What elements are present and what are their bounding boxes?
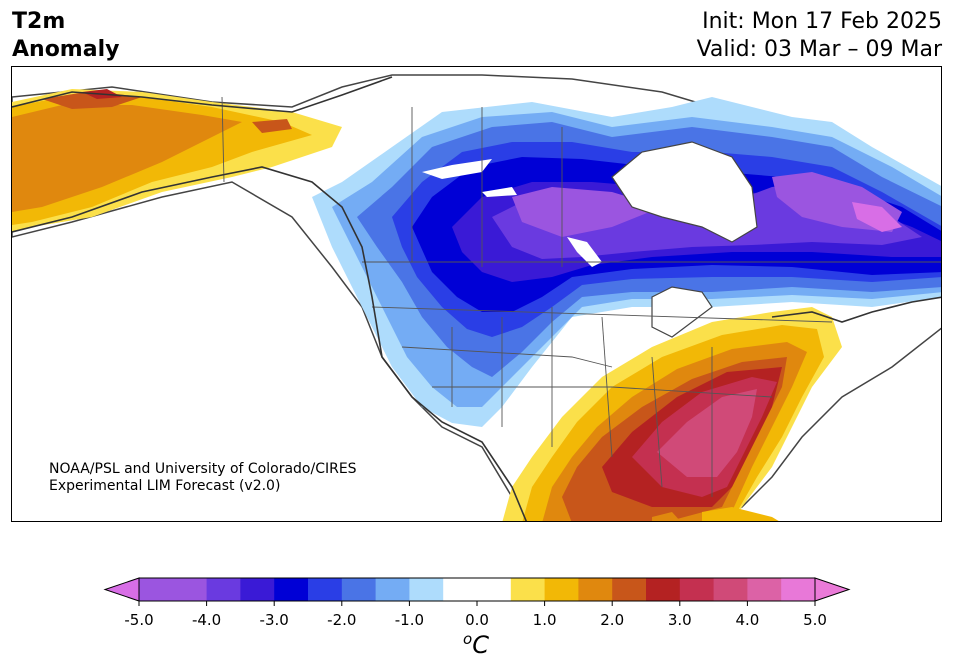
valid-dates: Valid: 03 Mar – 09 Mar — [696, 37, 942, 62]
colorbar-tick-label-5: 0.0 — [465, 611, 489, 629]
colorbar-tick-label-1: -4.0 — [192, 611, 221, 629]
coastlines — [12, 76, 941, 521]
colorbar-tick-label-0: -5.0 — [124, 611, 153, 629]
colorbar-bin-6 — [341, 578, 377, 601]
unit-superscript: o — [463, 630, 473, 648]
anomaly-map — [11, 66, 942, 522]
colorbar-bin-13 — [612, 578, 647, 601]
colorbar-bin-18 — [781, 578, 816, 601]
colorbar-tick-label-4: -1.0 — [395, 611, 424, 629]
forecast-dates: Init: Mon 17 Feb 2025 Valid: 03 Mar – 09… — [697, 8, 942, 64]
unit-base: C — [472, 631, 489, 659]
colorbar-bin-9 — [443, 578, 512, 601]
credit-line-1: NOAA/PSL and University of Colorado/CIRE… — [49, 461, 357, 477]
colorbar-bin-4 — [274, 578, 309, 601]
water-bodies — [422, 141, 758, 338]
colorbar-tick-label-9: 4.0 — [735, 611, 759, 629]
state-province-borders — [221, 96, 941, 497]
colorbar-bin-16 — [713, 578, 748, 601]
colorbar-bin-0 — [139, 578, 174, 601]
colorbar-bin-15 — [679, 578, 715, 601]
colorbar-bin-7 — [375, 578, 410, 601]
colorbar-bin-3 — [240, 578, 275, 601]
colorbar-tick-label-8: 3.0 — [668, 611, 692, 629]
colorbar-bin-2 — [206, 578, 241, 601]
canada-cold-region — [312, 97, 941, 427]
colorbar-tick-label-6: 1.0 — [533, 611, 557, 629]
colorbar-bin-10 — [510, 578, 546, 601]
colorbar-unit: oC — [463, 630, 489, 659]
title-anomaly: Anomaly — [12, 37, 120, 62]
credit-text: NOAA/PSL and University of Colorado/CIRE… — [49, 461, 357, 495]
colorbar-min-extend — [103, 577, 140, 602]
colorbar-bin-14 — [646, 578, 681, 601]
southeast-warm-region — [502, 307, 842, 521]
colorbar-bin-5 — [308, 578, 343, 601]
map-title: T2m Anomaly — [12, 8, 119, 64]
colorbar-tick-label-3: -2.0 — [327, 611, 356, 629]
colorbar-tick-label-10: 5.0 — [803, 611, 827, 629]
colorbar-bin-1 — [172, 578, 208, 601]
credit-line-2: Experimental LIM Forecast (v2.0) — [49, 478, 281, 494]
colorbar-max-extend — [814, 577, 851, 602]
colorbar-bin-11 — [544, 578, 579, 601]
init-date: Init: Mon 17 Feb 2025 — [702, 9, 942, 34]
title-variable: T2m — [12, 9, 66, 34]
colorbar-bin-8 — [409, 578, 444, 601]
map-canvas — [12, 74, 941, 521]
colorbar-bin-17 — [747, 578, 782, 601]
alaska-warm-region — [12, 89, 342, 232]
colorbar-tick-label-7: 2.0 — [600, 611, 624, 629]
colorbar-tick-label-2: -3.0 — [260, 611, 289, 629]
colorbar-bin-12 — [578, 578, 613, 601]
